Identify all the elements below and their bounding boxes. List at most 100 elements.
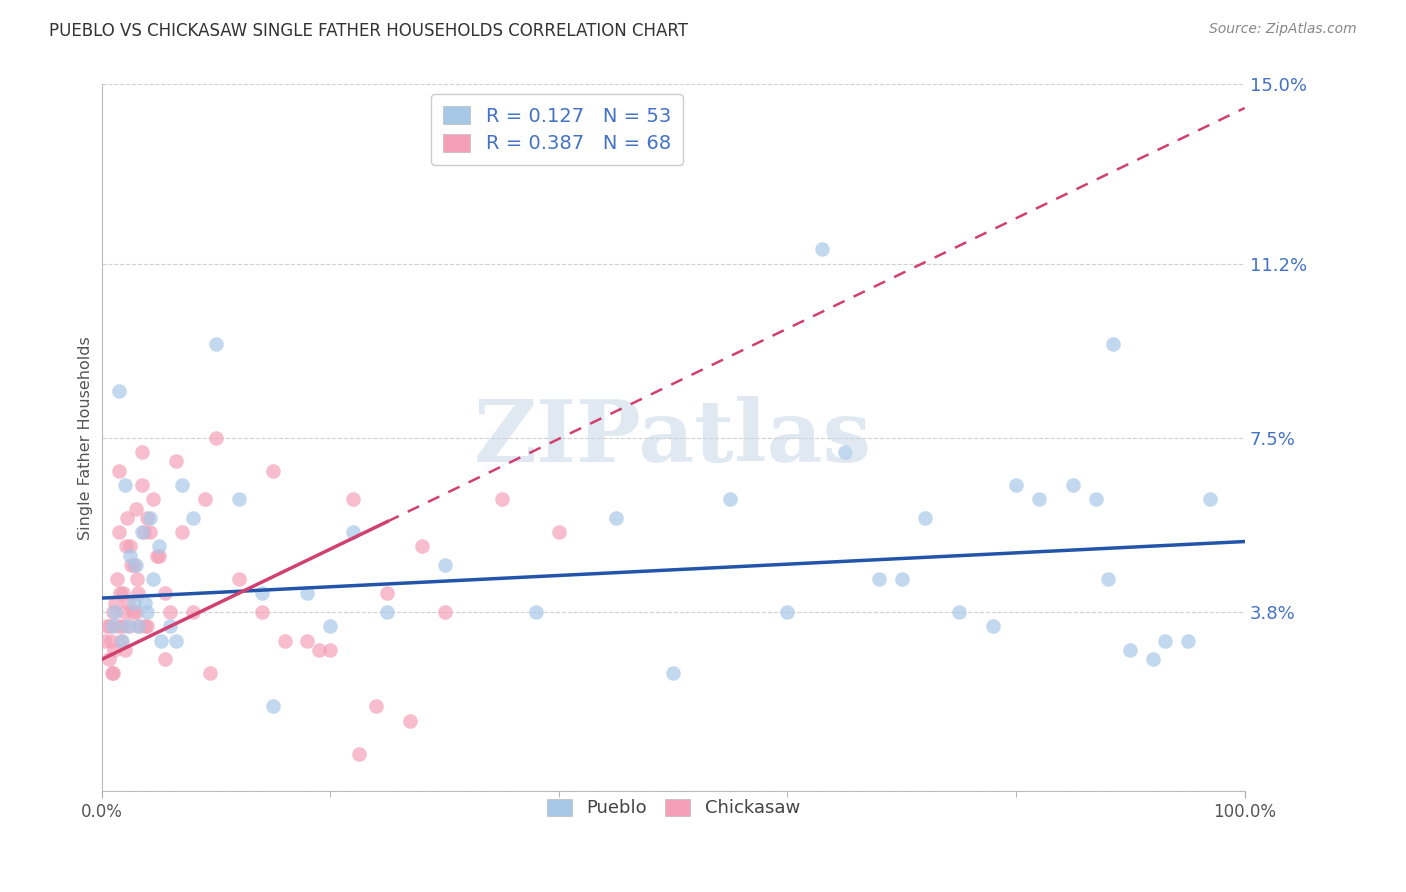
Point [125, 501, 148, 516]
Point [548, 525, 571, 540]
Point [121, 605, 143, 619]
Point [228, 572, 250, 586]
Point [250, 586, 273, 600]
Point [297, 633, 319, 648]
Point [104, 605, 127, 619]
Point [776, 605, 799, 619]
Point [118, 619, 141, 633]
Point [105, 572, 128, 586]
Point [170, 525, 193, 540]
Point [101, 619, 124, 633]
Point [170, 478, 193, 492]
Point [914, 511, 936, 525]
Point [297, 586, 319, 600]
Point [159, 619, 181, 633]
Text: ZIPatlas: ZIPatlas [474, 396, 872, 480]
Point [131, 445, 153, 459]
Point [131, 478, 153, 492]
Point [165, 633, 187, 648]
Point [319, 619, 342, 633]
Point [148, 549, 170, 563]
Point [150, 633, 173, 648]
Point [139, 511, 162, 525]
Point [411, 539, 433, 553]
Point [1102, 336, 1125, 351]
Point [834, 445, 856, 459]
Point [1085, 492, 1108, 507]
Point [108, 586, 131, 600]
Point [125, 558, 148, 573]
Point [136, 511, 159, 525]
Point [115, 511, 138, 525]
Point [110, 633, 132, 648]
Point [120, 539, 142, 553]
Point [1177, 633, 1199, 648]
Point [98, 619, 121, 633]
Point [136, 619, 159, 633]
Point [399, 714, 422, 728]
Point [139, 525, 162, 540]
Point [127, 619, 149, 633]
Point [136, 605, 159, 619]
Point [433, 605, 456, 619]
Point [114, 643, 136, 657]
Point [120, 558, 142, 573]
Point [115, 619, 138, 633]
Point [200, 666, 222, 681]
Point [114, 478, 136, 492]
Point [108, 464, 131, 478]
Point [308, 643, 330, 657]
Point [181, 605, 204, 619]
Y-axis label: Single Father Households: Single Father Households [79, 336, 93, 540]
Point [205, 336, 228, 351]
Point [101, 666, 124, 681]
Point [1028, 492, 1050, 507]
Point [524, 605, 547, 619]
Point [101, 666, 124, 681]
Point [148, 539, 170, 553]
Point [890, 572, 912, 586]
Point [101, 605, 124, 619]
Point [131, 525, 153, 540]
Point [810, 243, 832, 257]
Point [142, 492, 165, 507]
Point [1005, 478, 1028, 492]
Point [128, 619, 150, 633]
Point [718, 492, 741, 507]
Point [262, 464, 284, 478]
Point [134, 619, 156, 633]
Point [145, 549, 167, 563]
Point [364, 699, 387, 714]
Text: PUEBLO VS CHICKASAW SINGLE FATHER HOUSEHOLDS CORRELATION CHART: PUEBLO VS CHICKASAW SINGLE FATHER HOUSEH… [49, 22, 688, 40]
Point [433, 558, 456, 573]
Point [342, 492, 364, 507]
Point [132, 525, 155, 540]
Point [103, 643, 125, 657]
Point [228, 492, 250, 507]
Point [981, 619, 1004, 633]
Point [125, 605, 148, 619]
Point [1153, 633, 1175, 648]
Point [205, 431, 228, 445]
Point [868, 572, 890, 586]
Point [127, 572, 149, 586]
Point [377, 586, 399, 600]
Point [250, 605, 273, 619]
Point [948, 605, 970, 619]
Point [153, 586, 176, 600]
Point [108, 525, 131, 540]
Point [181, 511, 204, 525]
Point [111, 619, 134, 633]
Point [104, 596, 127, 610]
Point [491, 492, 513, 507]
Point [1119, 643, 1142, 657]
Point [273, 633, 295, 648]
Point [107, 619, 129, 633]
Point [662, 666, 685, 681]
Point [122, 558, 145, 573]
Text: Source: ZipAtlas.com: Source: ZipAtlas.com [1209, 22, 1357, 37]
Point [342, 525, 364, 540]
Point [114, 605, 136, 619]
Point [165, 454, 187, 468]
Point [262, 699, 284, 714]
